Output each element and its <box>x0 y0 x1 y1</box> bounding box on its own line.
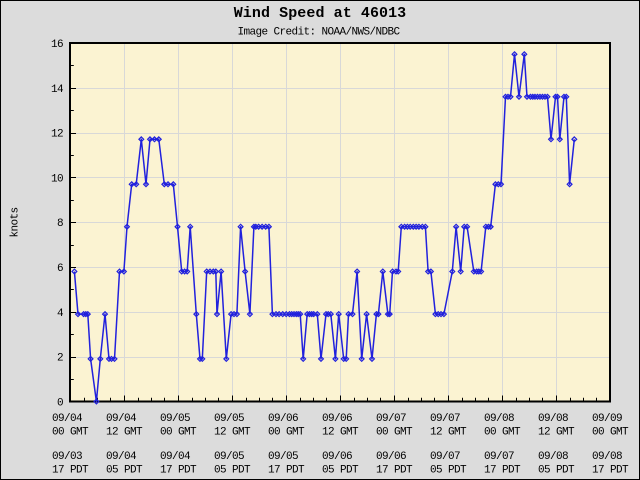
svg-text:05 PDT: 05 PDT <box>538 465 575 477</box>
svg-text:09/06: 09/06 <box>322 413 352 425</box>
svg-text:2: 2 <box>57 353 63 365</box>
svg-text:17 PDT: 17 PDT <box>484 465 521 477</box>
svg-text:00 GMT: 00 GMT <box>268 426 305 438</box>
svg-text:09/04: 09/04 <box>52 413 83 425</box>
svg-text:09/04: 09/04 <box>160 451 191 463</box>
svg-text:00 GMT: 00 GMT <box>376 426 413 438</box>
svg-text:00 GMT: 00 GMT <box>160 426 197 438</box>
svg-text:09/05: 09/05 <box>160 413 190 425</box>
svg-text:12 GMT: 12 GMT <box>538 426 575 438</box>
svg-text:00 GMT: 00 GMT <box>592 426 629 438</box>
svg-text:12 GMT: 12 GMT <box>214 426 251 438</box>
svg-text:4: 4 <box>57 308 64 320</box>
svg-text:12 GMT: 12 GMT <box>322 426 359 438</box>
svg-text:09/07: 09/07 <box>484 451 514 463</box>
svg-text:09/07: 09/07 <box>430 451 460 463</box>
svg-text:10: 10 <box>51 173 63 185</box>
svg-text:09/06: 09/06 <box>322 451 352 463</box>
svg-text:09/08: 09/08 <box>592 451 622 463</box>
svg-text:05 PDT: 05 PDT <box>322 465 359 477</box>
svg-text:09/05: 09/05 <box>214 413 244 425</box>
svg-text:17 PDT: 17 PDT <box>592 465 629 477</box>
svg-text:00 GMT: 00 GMT <box>52 426 89 438</box>
svg-text:0: 0 <box>57 398 63 410</box>
svg-text:17 PDT: 17 PDT <box>52 465 89 477</box>
svg-text:09/08: 09/08 <box>484 413 514 425</box>
svg-text:17 PDT: 17 PDT <box>268 465 305 477</box>
svg-text:12 GMT: 12 GMT <box>430 426 467 438</box>
svg-text:Wind Speed at 46013: Wind Speed at 46013 <box>234 5 407 22</box>
svg-text:09/07: 09/07 <box>376 413 406 425</box>
svg-text:12: 12 <box>51 129 63 141</box>
svg-text:17 PDT: 17 PDT <box>376 465 413 477</box>
svg-text:6: 6 <box>57 263 63 275</box>
svg-text:09/06: 09/06 <box>376 451 406 463</box>
svg-text:Image Credit: NOAA/NWS/NDBC: Image Credit: NOAA/NWS/NDBC <box>237 26 400 38</box>
svg-text:09/08: 09/08 <box>538 413 568 425</box>
svg-text:14: 14 <box>51 84 64 96</box>
svg-text:05 PDT: 05 PDT <box>106 465 143 477</box>
svg-text:05 PDT: 05 PDT <box>430 465 467 477</box>
svg-text:09/03: 09/03 <box>52 451 82 463</box>
svg-text:09/05: 09/05 <box>268 451 298 463</box>
svg-text:09/07: 09/07 <box>430 413 460 425</box>
svg-text:knots: knots <box>10 207 22 237</box>
svg-text:00 GMT: 00 GMT <box>484 426 521 438</box>
svg-text:09/04: 09/04 <box>106 451 137 463</box>
svg-text:09/05: 09/05 <box>214 451 244 463</box>
svg-text:8: 8 <box>57 218 63 230</box>
svg-text:09/04: 09/04 <box>106 413 137 425</box>
svg-text:09/09: 09/09 <box>592 413 622 425</box>
svg-text:16: 16 <box>51 39 63 51</box>
svg-text:12 GMT: 12 GMT <box>106 426 143 438</box>
svg-text:09/08: 09/08 <box>538 451 568 463</box>
svg-text:17 PDT: 17 PDT <box>160 465 197 477</box>
svg-text:09/06: 09/06 <box>268 413 298 425</box>
svg-text:05 PDT: 05 PDT <box>214 465 251 477</box>
